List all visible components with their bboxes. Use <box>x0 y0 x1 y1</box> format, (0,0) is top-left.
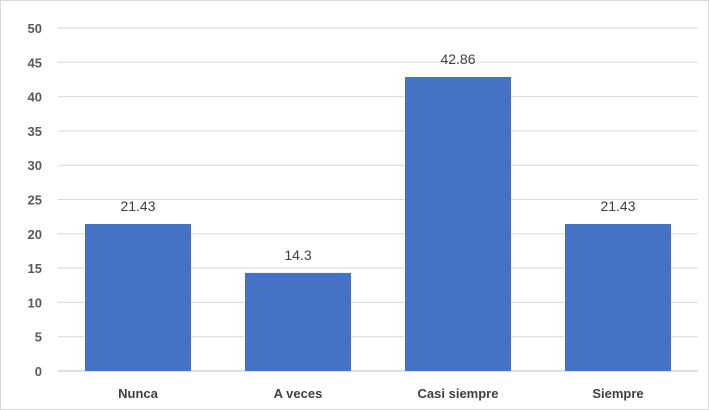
bar <box>565 223 671 371</box>
data-label: 42.86 <box>440 51 475 67</box>
bar <box>405 76 511 371</box>
y-tick-label: 20 <box>28 227 42 242</box>
y-tick-label: 40 <box>28 90 42 105</box>
bar <box>85 223 191 371</box>
x-tick-label: Casi siempre <box>418 386 499 401</box>
data-label: 21.43 <box>600 198 635 214</box>
x-tick-label: A veces <box>274 386 323 401</box>
y-tick-label: 50 <box>28 21 42 36</box>
y-tick-label: 10 <box>28 295 42 310</box>
y-tick-label: 0 <box>35 364 42 379</box>
y-axis-ticks: 0 5 10 15 20 25 30 35 40 45 50 <box>28 21 42 379</box>
y-tick-label: 45 <box>28 55 42 70</box>
y-tick-label: 15 <box>28 261 42 276</box>
y-tick-label: 30 <box>28 158 42 173</box>
data-label: 14.3 <box>284 247 311 263</box>
data-labels: 21.43 14.3 42.86 21.43 <box>120 51 635 263</box>
bars <box>85 76 671 371</box>
x-tick-label: Nunca <box>118 386 159 401</box>
y-tick-label: 5 <box>35 330 42 345</box>
y-tick-label: 35 <box>28 124 42 139</box>
data-label: 21.43 <box>120 198 155 214</box>
x-tick-label: Siempre <box>592 386 643 401</box>
x-axis-ticks: Nunca A veces Casi siempre Siempre <box>118 386 644 401</box>
y-tick-label: 25 <box>28 193 42 208</box>
bar <box>245 272 351 371</box>
